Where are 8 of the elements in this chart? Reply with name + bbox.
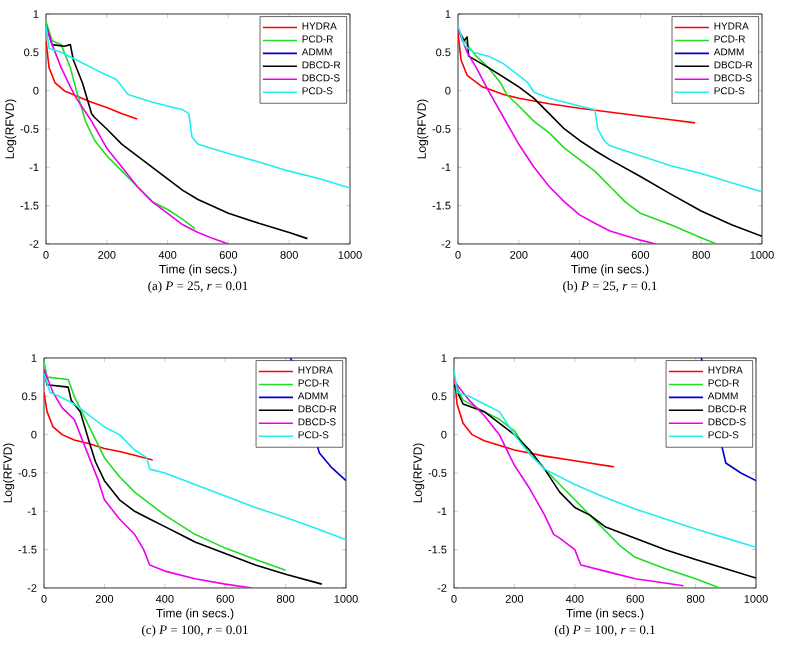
line-series bbox=[44, 361, 287, 572]
line-series bbox=[44, 368, 254, 588]
line-series bbox=[458, 24, 762, 193]
line-series bbox=[44, 372, 347, 541]
line-series bbox=[46, 24, 230, 244]
line-series bbox=[44, 391, 154, 461]
line-series bbox=[46, 20, 196, 230]
line-series bbox=[458, 28, 657, 244]
